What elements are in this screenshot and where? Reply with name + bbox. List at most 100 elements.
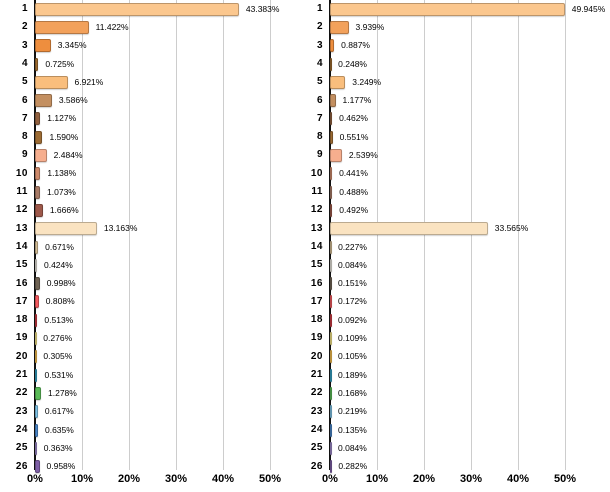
x-axis-tick-label: 30% xyxy=(459,473,483,485)
category-label: 6 xyxy=(21,94,28,106)
bar-value-label: 0.135% xyxy=(338,424,367,435)
category-label: 14 xyxy=(310,240,323,252)
bar xyxy=(330,94,336,108)
category-label: 8 xyxy=(21,131,28,143)
bar xyxy=(35,112,41,126)
bar xyxy=(330,441,332,455)
bar xyxy=(35,295,39,309)
category-label: 1 xyxy=(21,3,28,14)
bar-value-label: 3.345% xyxy=(57,40,87,51)
bar-value-label: 0.168% xyxy=(338,387,367,398)
bar xyxy=(35,2,239,16)
category-label: 24 xyxy=(310,423,323,435)
bar xyxy=(330,130,333,144)
category-label: 14 xyxy=(15,240,28,252)
category-label: 20 xyxy=(15,350,28,362)
category-label: 11 xyxy=(16,186,28,197)
bar-value-label: 0.084% xyxy=(338,442,367,453)
x-axis-tick-label: 20% xyxy=(117,473,141,485)
gridline xyxy=(223,0,224,470)
category-label: 13 xyxy=(15,222,28,234)
bar xyxy=(35,368,38,382)
category-label: 19 xyxy=(15,332,28,344)
bar xyxy=(330,460,332,474)
bar-value-label: 0.109% xyxy=(338,333,367,344)
bar-value-label: 0.551% xyxy=(339,131,369,142)
bar xyxy=(330,405,332,419)
bar xyxy=(35,39,51,53)
bar-value-label: 3.939% xyxy=(355,21,385,32)
bar xyxy=(330,75,346,89)
bar-value-label: 0.492% xyxy=(339,204,369,215)
bar-value-label: 0.998% xyxy=(46,278,76,289)
bar xyxy=(330,313,332,327)
category-label: 8 xyxy=(316,131,323,143)
bar-value-label: 0.282% xyxy=(338,461,368,472)
category-label: 5 xyxy=(316,76,323,88)
category-label: 1 xyxy=(316,3,323,14)
category-label: 7 xyxy=(316,112,323,124)
bar xyxy=(35,203,43,217)
bar-value-label: 0.105% xyxy=(338,351,367,362)
bar-value-label: 1.073% xyxy=(47,186,76,197)
bar xyxy=(35,423,38,437)
bar xyxy=(35,332,37,346)
x-axis-tick-label: 0% xyxy=(27,473,43,485)
bar-value-label: 0.617% xyxy=(44,406,74,417)
category-label: 25 xyxy=(310,442,323,454)
bar-value-label: 0.635% xyxy=(44,424,74,435)
bar xyxy=(35,75,68,89)
bar-value-label: 0.172% xyxy=(338,296,367,307)
category-label: 10 xyxy=(15,167,28,179)
category-label: 4 xyxy=(316,57,323,69)
bar xyxy=(330,240,332,254)
bar-value-label: 0.808% xyxy=(45,296,75,307)
bar-value-label: 1.177% xyxy=(342,95,372,106)
bar xyxy=(35,441,37,455)
bar xyxy=(35,350,37,364)
bar xyxy=(35,386,41,400)
category-label: 23 xyxy=(15,405,28,417)
gridline xyxy=(518,0,519,470)
bar xyxy=(330,332,332,346)
category-label: 18 xyxy=(15,314,28,326)
bar xyxy=(330,20,349,34)
category-label: 7 xyxy=(21,112,28,124)
category-label: 11 xyxy=(311,186,323,197)
category-label: 23 xyxy=(310,405,323,417)
category-label: 24 xyxy=(15,423,28,435)
bar xyxy=(35,185,41,199)
bar-value-label: 43.383% xyxy=(245,3,280,14)
bar xyxy=(330,295,332,309)
bar-value-label: 0.276% xyxy=(43,333,73,344)
bar-value-label: 11.422% xyxy=(95,21,129,32)
bar xyxy=(330,222,488,236)
bar-value-label: 33.565% xyxy=(494,223,529,234)
category-label: 5 xyxy=(21,76,28,88)
bar xyxy=(35,130,43,144)
bar xyxy=(330,57,332,71)
category-label: 26 xyxy=(310,460,323,472)
bar-value-label: 13.163% xyxy=(103,223,138,234)
category-label: 16 xyxy=(15,277,28,289)
category-label: 19 xyxy=(310,332,323,344)
bar-value-label: 0.248% xyxy=(338,58,367,69)
bar-value-label: 1.127% xyxy=(47,113,77,124)
chart-right: 1 49.945% 2 3.939% 3 0.887% 4 0.248% 5 3.249% 6 1.1… xyxy=(305,0,610,492)
gridline xyxy=(129,0,130,470)
category-label: 9 xyxy=(21,149,28,161)
category-label: 20 xyxy=(310,350,323,362)
bar-value-label: 0.488% xyxy=(339,186,369,197)
bar xyxy=(330,2,565,16)
bar-value-label: 0.725% xyxy=(45,58,75,69)
bar xyxy=(35,313,38,327)
bar-value-label: 0.305% xyxy=(43,351,73,362)
bar-value-label: 0.671% xyxy=(45,241,74,252)
bar-value-label: 2.484% xyxy=(53,150,83,161)
gridline xyxy=(565,0,566,470)
bar-value-label: 1.590% xyxy=(49,131,79,142)
bar xyxy=(330,149,342,163)
category-label: 22 xyxy=(15,387,28,399)
bar xyxy=(35,167,41,181)
